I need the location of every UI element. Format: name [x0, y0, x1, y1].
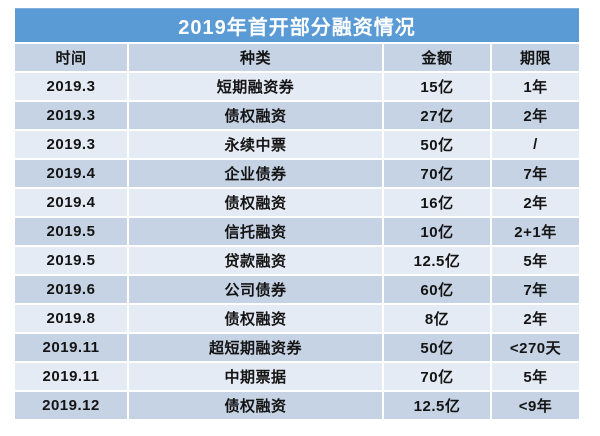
table-cell: 12.5亿: [384, 247, 490, 274]
table-cell: 8亿: [384, 305, 490, 332]
table-cell: 公司债券: [129, 276, 382, 303]
table-cell: 2019.11: [15, 363, 127, 390]
table-cell: 2019.4: [15, 189, 127, 216]
table-cell: 50亿: [384, 131, 490, 158]
table-cell: 债权融资: [129, 392, 382, 419]
table-cell: 债权融资: [129, 189, 382, 216]
table-cell: 中期票据: [129, 363, 382, 390]
table-cell: 2019.6: [15, 276, 127, 303]
table-cell: 2年: [492, 305, 579, 332]
table-cell: 2年: [492, 189, 579, 216]
table-cell: /: [492, 131, 579, 158]
column-header-type: 种类: [129, 44, 382, 71]
table-cell: 2019.11: [15, 334, 127, 361]
table-cell: 2+1年: [492, 218, 579, 245]
table-cell: 70亿: [384, 363, 490, 390]
table-cell: 企业债券: [129, 160, 382, 187]
table-cell: 2019.8: [15, 305, 127, 332]
table-cell: 2019.4: [15, 160, 127, 187]
table-cell: 16亿: [384, 189, 490, 216]
table-cell: 60亿: [384, 276, 490, 303]
table-cell: 2019.3: [15, 131, 127, 158]
table-cell: 70亿: [384, 160, 490, 187]
column-header-amount: 金额: [384, 44, 490, 71]
column-header-time: 时间: [15, 44, 127, 71]
table-title: 2019年首开部分融资情况: [15, 8, 579, 42]
table-cell: 超短期融资券: [129, 334, 382, 361]
table-cell: 2019.3: [15, 73, 127, 100]
table-cell: <9年: [492, 392, 579, 419]
table-cell: 15亿: [384, 73, 490, 100]
table-cell: 2年: [492, 102, 579, 129]
table-cell: 信托融资: [129, 218, 382, 245]
table-cell: <270天: [492, 334, 579, 361]
table-cell: 2019.5: [15, 218, 127, 245]
table-cell: 5年: [492, 247, 579, 274]
table-cell: 27亿: [384, 102, 490, 129]
table-cell: 永续中票: [129, 131, 382, 158]
table-cell: 50亿: [384, 334, 490, 361]
table-cell: 5年: [492, 363, 579, 390]
table-cell: 2019.12: [15, 392, 127, 419]
table-cell: 贷款融资: [129, 247, 382, 274]
table-cell: 10亿: [384, 218, 490, 245]
financing-table: 2019年首开部分融资情况 时间 种类 金额 期限 2019.3 短期融资券 1…: [15, 8, 585, 419]
table-cell: 2019.3: [15, 102, 127, 129]
table-cell: 短期融资券: [129, 73, 382, 100]
table-cell: 1年: [492, 73, 579, 100]
table-cell: 12.5亿: [384, 392, 490, 419]
column-header-term: 期限: [492, 44, 579, 71]
table-cell: 7年: [492, 160, 579, 187]
table-cell: 7年: [492, 276, 579, 303]
table-cell: 债权融资: [129, 305, 382, 332]
table-cell: 债权融资: [129, 102, 382, 129]
table-cell: 2019.5: [15, 247, 127, 274]
